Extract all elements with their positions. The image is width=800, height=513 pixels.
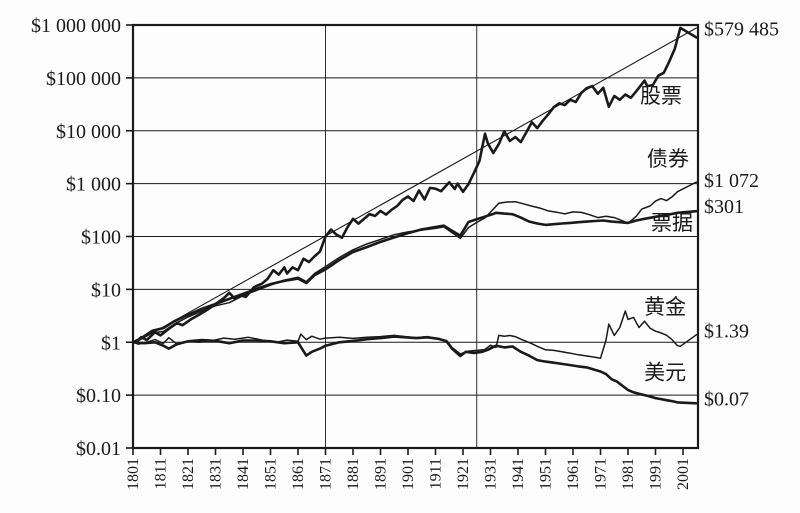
x-tick-label: 1841 bbox=[235, 458, 252, 490]
series-line-stocks-trend bbox=[135, 27, 698, 343]
y-tick-label: $100 000 bbox=[46, 68, 121, 90]
x-tick-label: 1971 bbox=[593, 458, 610, 490]
x-tick-label: 1891 bbox=[373, 458, 390, 490]
x-tick-label: 1911 bbox=[428, 458, 445, 489]
series-name-label-dollar: 美元 bbox=[644, 360, 686, 384]
x-tick-label: 1871 bbox=[318, 458, 335, 490]
series-name-label-bills: 票据 bbox=[651, 211, 693, 235]
series-name-label-stocks: 股票 bbox=[640, 84, 682, 108]
y-tick-label: $100 bbox=[81, 227, 121, 249]
series-line-gold bbox=[132, 310, 698, 359]
series-name-label-gold: 黄金 bbox=[644, 295, 686, 319]
series-name-label-bonds: 债券 bbox=[647, 147, 689, 171]
x-tick-label: 1851 bbox=[263, 458, 280, 490]
x-tick-label: 1861 bbox=[290, 458, 307, 490]
end-value-label-stocks: $579 485 bbox=[704, 19, 779, 41]
y-tick-label: $1 bbox=[101, 332, 121, 354]
x-tick-label: 1961 bbox=[565, 458, 582, 490]
series-line-bonds bbox=[132, 181, 698, 344]
end-value-label-bills: $301 bbox=[704, 196, 744, 218]
y-tick-label: $0.01 bbox=[76, 438, 121, 460]
end-value-label-bonds: $1 072 bbox=[704, 170, 759, 192]
x-tick-label: 2001 bbox=[675, 458, 692, 490]
x-tick-label: 1951 bbox=[538, 458, 555, 490]
x-tick-label: 1881 bbox=[345, 458, 362, 490]
x-tick-label: 1831 bbox=[208, 458, 225, 490]
y-tick-label: $1 000 bbox=[66, 174, 121, 196]
x-tick-label: 1901 bbox=[400, 458, 417, 490]
y-tick-label: $0.10 bbox=[76, 385, 121, 407]
end-value-label-dollar: $0.07 bbox=[704, 388, 749, 410]
plot-border bbox=[131, 23, 700, 450]
x-tick-label: 1921 bbox=[455, 458, 472, 490]
x-tick-label: 1811 bbox=[153, 458, 170, 489]
x-tick-label: 1981 bbox=[620, 458, 637, 490]
x-tick-label: 1821 bbox=[180, 458, 197, 490]
x-tick-label: 1991 bbox=[648, 458, 665, 490]
series-line-bills bbox=[131, 209, 698, 344]
y-tick-label: $1 000 000 bbox=[31, 15, 121, 37]
y-tick-label: $10 000 bbox=[56, 121, 121, 143]
end-value-label-gold: $1.39 bbox=[704, 321, 749, 343]
x-tick-label: 1801 bbox=[125, 458, 142, 490]
series-line-dollar bbox=[131, 335, 698, 405]
x-tick-label: 1931 bbox=[483, 458, 500, 490]
y-tick-label: $10 bbox=[91, 279, 121, 301]
x-tick-label: 1941 bbox=[510, 458, 527, 490]
